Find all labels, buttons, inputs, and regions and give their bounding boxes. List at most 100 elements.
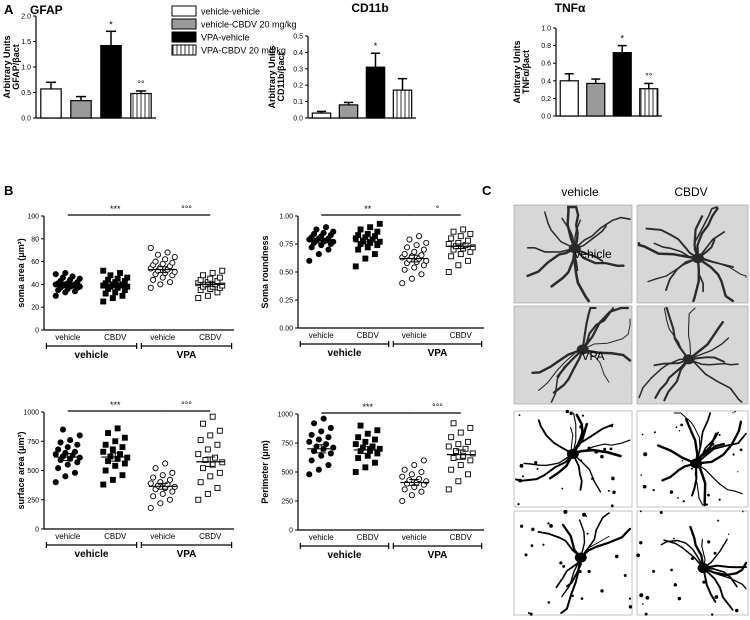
speck [542, 543, 545, 546]
speck [600, 454, 604, 459]
data-point [100, 481, 107, 488]
data-point [310, 420, 318, 427]
micrograph-1 [636, 204, 749, 304]
y-axis-label: surface area (μm²) [16, 431, 26, 509]
microglia-process [526, 247, 576, 278]
data-point [455, 239, 462, 246]
bar-3 [130, 92, 152, 119]
speck [732, 453, 735, 456]
data-point [469, 450, 476, 457]
micrograph-6 [513, 509, 633, 616]
data-point [357, 226, 364, 233]
speck [677, 596, 682, 601]
data-point [362, 255, 369, 262]
data-point [320, 229, 327, 236]
data-point [121, 434, 128, 441]
data-point [401, 486, 408, 493]
data-point [313, 226, 320, 233]
data-point [195, 496, 202, 503]
x-tick-label-0: vehicle [309, 533, 334, 542]
microglia-process [523, 453, 574, 467]
legend-label-3: VPA-CBDV 20 mg/kg [201, 46, 286, 56]
bar-2 [365, 66, 386, 119]
y-tick-label: 1.5 [21, 39, 31, 46]
significance-mark-0: ** [364, 204, 372, 214]
group-label-1: VPA [177, 549, 197, 560]
data-point [147, 244, 154, 251]
micro-row-label-vehicle: vehicle [574, 247, 612, 261]
data-point [200, 272, 207, 279]
microglia-process [689, 525, 705, 570]
x-tick-label-3: CBDV [199, 532, 222, 541]
data-point [162, 460, 169, 467]
data-point [362, 464, 369, 471]
speck [636, 553, 641, 558]
microglia-process [582, 318, 631, 350]
data-point [306, 257, 313, 264]
data-point [216, 469, 223, 476]
data-point [355, 434, 362, 441]
speck [652, 488, 655, 492]
speck [610, 504, 614, 508]
bar-2 [100, 44, 122, 119]
data-point [374, 228, 381, 235]
data-point [166, 279, 173, 286]
speck [644, 612, 648, 616]
speck [614, 554, 619, 559]
data-point [212, 454, 219, 461]
speck [571, 594, 574, 598]
micrograph-0 [513, 204, 633, 304]
x-tick-label-1: CBDV [104, 333, 127, 342]
data-point [325, 461, 332, 469]
microglia-process [702, 567, 734, 611]
data-point [325, 434, 332, 441]
speck [559, 561, 563, 565]
data-point [166, 496, 173, 503]
y-tick-label: 0 [289, 528, 293, 535]
speck [680, 423, 684, 427]
chart-soma-roundness: 0.00 0.25 0.50 0.75 1.00 Soma roundness vehicl… [260, 204, 484, 359]
speck [518, 478, 522, 483]
y-tick-label: 0 [35, 328, 39, 335]
y-axis-label: GFAP/βact [11, 44, 21, 90]
data-point [462, 445, 469, 452]
data-point [465, 471, 471, 478]
significance-mark-1: °°° [181, 400, 192, 410]
micrograph-7 [636, 510, 749, 616]
speck [554, 473, 557, 476]
legend-swatch-2 [171, 31, 197, 43]
data-point [74, 459, 81, 466]
bar-2 [612, 52, 632, 117]
data-point [448, 253, 455, 260]
speck [700, 570, 704, 574]
data-point [64, 444, 71, 451]
y-tick-label: 750 [281, 441, 293, 448]
micrograph-background [513, 510, 633, 616]
bar-0 [40, 88, 62, 119]
data-point [71, 448, 78, 455]
data-point [315, 466, 322, 473]
speck [639, 593, 644, 598]
data-point [150, 493, 157, 500]
data-point [318, 428, 325, 435]
data-point [147, 504, 154, 511]
speck [611, 476, 615, 481]
bar-1 [586, 82, 606, 117]
data-point [67, 437, 74, 444]
speck [600, 589, 604, 593]
data-point [124, 274, 131, 281]
data-point [102, 441, 109, 448]
microglia-process [572, 412, 577, 455]
speck [681, 460, 684, 462]
microglia-process [550, 247, 577, 288]
speck [675, 426, 678, 429]
data-point [171, 253, 178, 261]
panel-letter-b: B [4, 183, 13, 198]
data-point [411, 248, 418, 255]
microglia-soma [576, 344, 589, 355]
microglia-process [694, 420, 743, 465]
speck [581, 414, 585, 417]
data-point [408, 492, 415, 499]
y-tick-label: 80 [31, 236, 39, 243]
